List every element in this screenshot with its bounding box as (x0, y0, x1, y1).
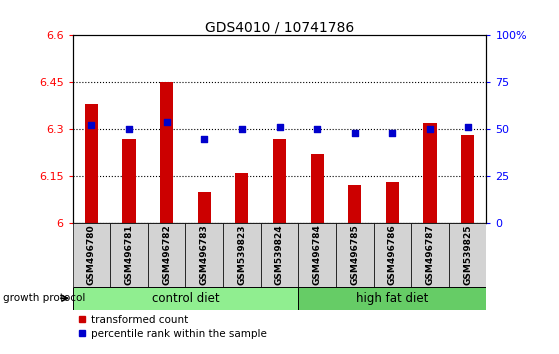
Bar (411, 223, 449, 287)
Text: GSM496782: GSM496782 (162, 224, 171, 285)
Bar (299, 287, 486, 310)
Text: control diet: control diet (151, 292, 219, 305)
Bar (85, 104, 98, 223)
Bar (461, 136, 474, 223)
Bar (423, 123, 437, 223)
Text: GSM539823: GSM539823 (238, 225, 247, 285)
Bar (348, 185, 361, 223)
Point (87, 122, 96, 128)
Point (125, 126, 134, 132)
Bar (186, 223, 223, 287)
Bar (198, 192, 211, 223)
Text: GSM539825: GSM539825 (463, 225, 472, 285)
Bar (311, 154, 324, 223)
Bar (73, 287, 299, 310)
Bar (449, 223, 486, 287)
Bar (235, 173, 248, 223)
Text: GSM496785: GSM496785 (350, 224, 359, 285)
Point (425, 126, 434, 132)
Point (238, 126, 247, 132)
Bar (160, 82, 173, 223)
Point (463, 125, 472, 130)
Bar (148, 223, 186, 287)
Text: GSM496787: GSM496787 (425, 224, 434, 285)
Text: GSM496783: GSM496783 (200, 224, 209, 285)
Bar (73, 223, 110, 287)
Bar (110, 223, 148, 287)
Bar (336, 223, 373, 287)
Point (388, 130, 397, 136)
Text: GSM496780: GSM496780 (87, 224, 96, 285)
Point (275, 125, 284, 130)
Text: GSM496786: GSM496786 (388, 224, 397, 285)
Text: GSM496784: GSM496784 (312, 224, 321, 285)
Text: GSM496781: GSM496781 (125, 224, 134, 285)
Bar (260, 223, 299, 287)
Point (350, 130, 359, 136)
Text: high fat diet: high fat diet (356, 292, 429, 305)
Bar (373, 223, 411, 287)
Bar (273, 139, 286, 223)
Bar (122, 139, 136, 223)
Bar (299, 223, 336, 287)
Point (200, 136, 209, 142)
Text: growth protocol: growth protocol (3, 293, 85, 303)
Bar (223, 223, 260, 287)
Point (162, 119, 171, 125)
Title: GDS4010 / 10741786: GDS4010 / 10741786 (205, 20, 354, 34)
Point (312, 126, 321, 132)
Text: GSM539824: GSM539824 (275, 224, 284, 285)
Bar (386, 182, 399, 223)
Legend: transformed count, percentile rank within the sample: transformed count, percentile rank withi… (78, 315, 267, 339)
